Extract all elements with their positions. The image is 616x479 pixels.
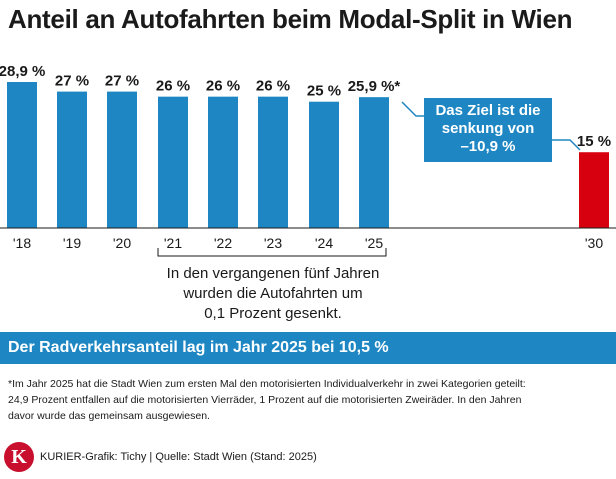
tick-label-24: '24 [315, 235, 333, 251]
value-label-21: 26 % [156, 78, 190, 95]
source-credit: KURIER-Grafik: Tichy | Quelle: Stadt Wie… [40, 451, 317, 463]
callout-connector [401, 101, 424, 117]
bar-20 [107, 91, 137, 228]
bar-23 [258, 96, 288, 229]
bracket [157, 248, 387, 257]
bar-25 [359, 97, 389, 229]
bracket-note: In den vergangenen fünf Jahren wurden di… [166, 265, 380, 322]
bar-22 [208, 96, 238, 229]
chart-title: Anteil an Autofahrten beim Modal-Split i… [8, 4, 573, 34]
cycling-share-banner: Der Radverkehrsanteil lag im Jahr 2025 b… [0, 332, 616, 364]
value-label-24: 25 % [307, 83, 341, 100]
value-label-19: 27 % [55, 73, 89, 90]
value-label-22: 26 % [206, 78, 240, 95]
value-label-18: 28,9 % [0, 63, 45, 80]
bar-chart: 28,9 % 27 % 27 % 26 % 26 % 26 % 25 % 25,9 %* 15 … [0, 63, 616, 257]
footnote: *Im Jahr 2025 hat die Stadt Wien zum ers… [8, 378, 526, 422]
value-label-25: 25,9 %* [348, 78, 401, 95]
tick-label-19: '19 [63, 235, 81, 251]
tick-label-22: '22 [214, 235, 232, 251]
bar-21 [158, 96, 188, 229]
bar-18 [7, 82, 37, 228]
tick-label-21: '21 [164, 235, 182, 251]
tick-label-30: '30 [585, 235, 603, 251]
bar-30 [579, 152, 609, 228]
tick-label-23: '23 [264, 235, 282, 251]
value-label-20: 27 % [105, 73, 139, 90]
goal-callout: Das Ziel ist die senkung von –10,9 % [424, 98, 552, 162]
kurier-logo: K [4, 442, 34, 472]
value-label-23: 26 % [256, 78, 290, 95]
tick-label-18: '18 [13, 235, 31, 251]
bar-19 [57, 91, 87, 228]
tick-label-20: '20 [113, 235, 131, 251]
callout-connector-right [552, 139, 581, 151]
value-label-30: 15 % [577, 133, 611, 150]
tick-label-25: '25 [365, 235, 383, 251]
bar-24 [309, 101, 339, 228]
